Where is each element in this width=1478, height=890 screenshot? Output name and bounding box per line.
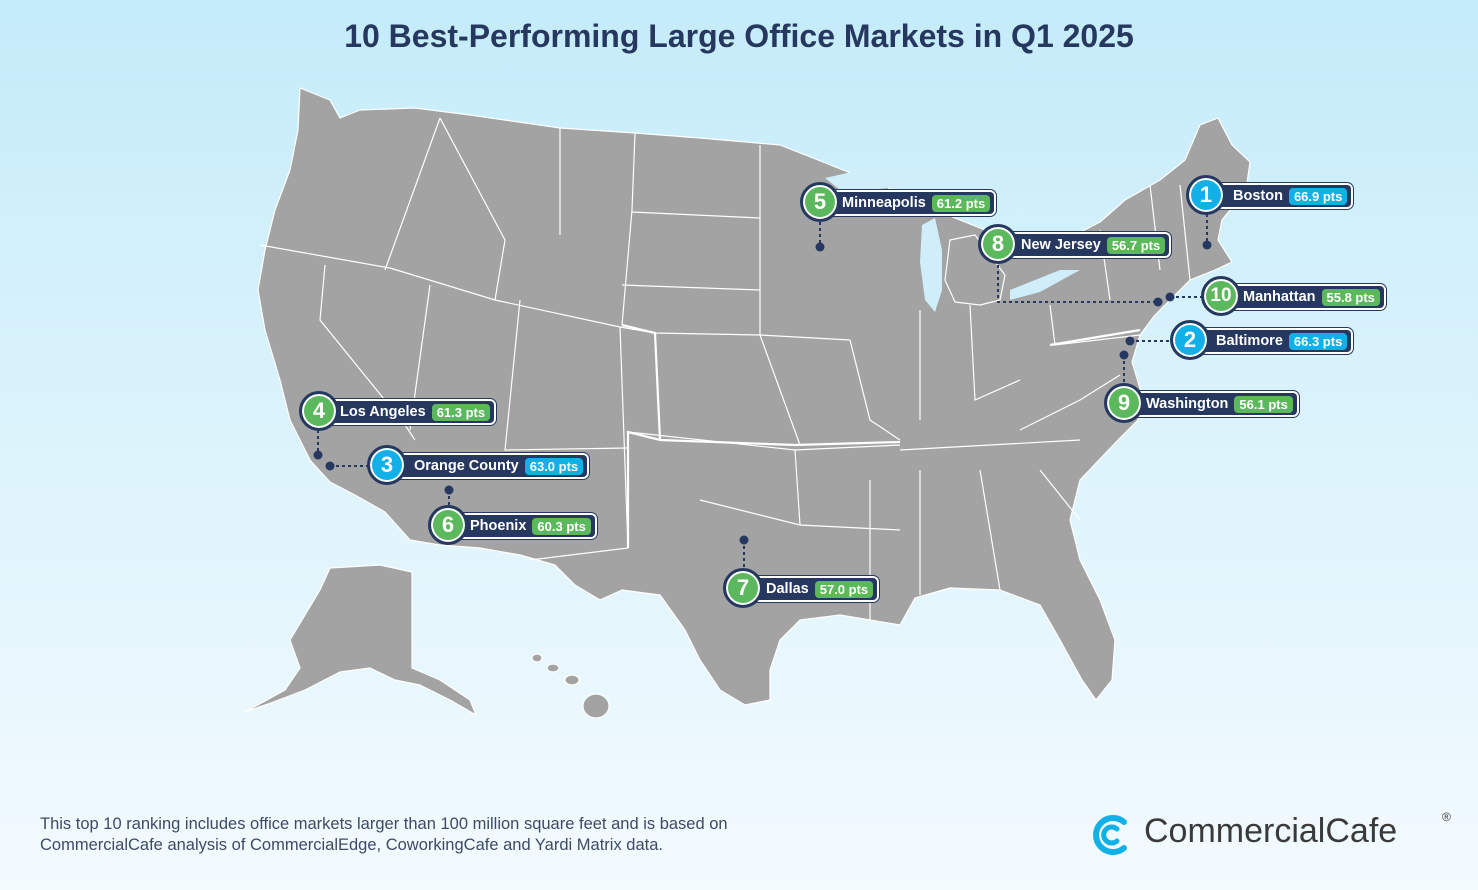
map-title: 10 Best-Performing Large Office Markets …: [344, 18, 1134, 54]
marker-manhattan: [1165, 292, 1175, 302]
market-city: Washington: [1146, 396, 1229, 412]
footnote: This top 10 ranking includes office mark…: [40, 815, 728, 854]
state-borders: [259, 117, 1191, 620]
rank-badge-1: 1: [1186, 175, 1226, 215]
marker-new-jersey: [1153, 297, 1163, 307]
registered-mark: ®: [1442, 810, 1451, 824]
market-score: 63.0 pts: [524, 457, 584, 475]
marker-dallas: [739, 535, 749, 545]
hawaii-maui: [564, 674, 580, 686]
market-label-new-jersey: New Jersey 56.7 pts: [999, 234, 1170, 256]
market-score: 61.2 pts: [931, 194, 991, 212]
market-city: Boston: [1233, 188, 1283, 204]
market-label-manhattan: Manhattan 55.8 pts: [1222, 286, 1384, 308]
market-label-boston: Boston 66.9 pts: [1205, 185, 1352, 207]
market-label-minneapolis: Minneapolis 61.2 pts: [820, 192, 995, 214]
market-city: Minneapolis: [842, 195, 926, 211]
rank-badge-2: 2: [1170, 320, 1210, 360]
marker-boston: [1202, 240, 1212, 250]
marker-los-angeles: [313, 450, 323, 460]
market-score: 61.3 pts: [431, 403, 491, 421]
market-score: 66.9 pts: [1288, 187, 1348, 205]
highlighted-border: [621, 323, 1141, 548]
market-city: Orange County: [414, 458, 519, 474]
market-city: New Jersey: [1021, 237, 1101, 253]
market-city: Dallas: [766, 581, 809, 597]
alaska-shape: [244, 564, 477, 716]
lake-michigan: [920, 218, 942, 312]
market-label-washington: Washington 56.1 pts: [1124, 393, 1297, 415]
market-score: 56.7 pts: [1106, 236, 1166, 254]
marker-washington: [1119, 350, 1129, 360]
commercialcafe-logo: CommercialCafe ®: [1086, 810, 1456, 860]
market-city: Baltimore: [1216, 333, 1283, 349]
market-city: Los Angeles: [340, 404, 426, 420]
rank-badge-5: 5: [800, 182, 840, 222]
market-label-phoenix: Phoenix 60.3 pts: [448, 515, 595, 537]
rank-badge-9: 9: [1104, 383, 1144, 423]
hawaii-oahu: [546, 663, 560, 673]
market-score: 55.8 pts: [1321, 288, 1380, 306]
commercialcafe-logo-icon: [1093, 815, 1127, 855]
rank-badge-3: 3: [367, 445, 407, 485]
hawaii-big-island: [582, 693, 610, 719]
rank-badge-4: 4: [299, 391, 339, 431]
rank-badge-7: 7: [723, 568, 763, 608]
market-label-baltimore: Baltimore 66.3 pts: [1190, 330, 1352, 352]
marker-baltimore: [1125, 336, 1135, 346]
leader-new-jersey: [997, 265, 1158, 303]
marker-phoenix: [444, 485, 454, 495]
market-label-los-angeles: Los Angeles 61.3 pts: [318, 401, 495, 423]
market-score: 60.3 pts: [532, 517, 591, 535]
market-city: Manhattan: [1243, 289, 1316, 305]
marker-orange-county: [325, 461, 335, 471]
brand-name: CommercialCafe: [1144, 812, 1398, 850]
rank-badge-8: 8: [978, 224, 1018, 264]
lake-erie: [1010, 270, 1080, 300]
market-score: 57.0 pts: [814, 580, 874, 598]
hawaii-kauai: [531, 653, 543, 663]
rank-badge-10: 10: [1201, 276, 1241, 316]
rank-badge-6: 6: [428, 505, 468, 545]
market-score: 66.3 pts: [1288, 332, 1348, 350]
market-city: Phoenix: [470, 518, 527, 534]
market-label-dallas: Dallas 57.0 pts: [744, 578, 878, 600]
lake-superior: [825, 168, 930, 190]
market-score: 56.1 pts: [1234, 395, 1293, 413]
market-label-orange-county: Orange County 63.0 pts: [388, 455, 588, 477]
marker-minneapolis: [815, 242, 825, 252]
